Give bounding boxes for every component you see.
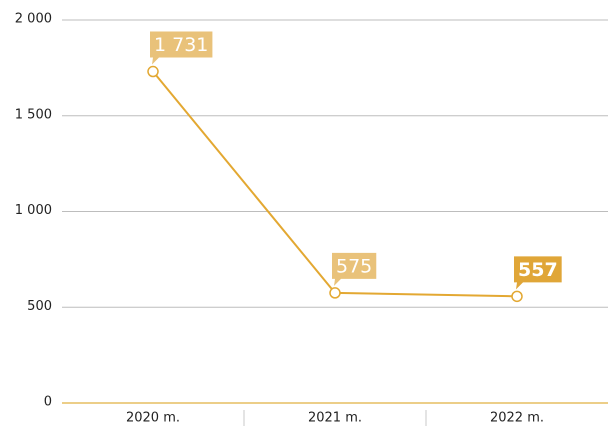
- point: [511, 290, 523, 303]
- label-box: [332, 252, 377, 286]
- x-tick-label: 2022 m.: [490, 411, 544, 426]
- y-tick-label: 2 000: [15, 12, 52, 27]
- x-tick-label: 2021 m.: [308, 411, 362, 426]
- x-tick-label: 2020 m.: [126, 411, 180, 426]
- point: [329, 287, 341, 299]
- label-box: [150, 31, 213, 65]
- value-label: 557: [518, 259, 558, 281]
- value-label: 575: [336, 255, 372, 277]
- y-tick-label: 1 500: [15, 107, 52, 122]
- value-label: 1 731: [154, 34, 208, 56]
- y-tick-label: 500: [27, 299, 52, 314]
- label-box: [514, 256, 562, 290]
- y-tick-label: 1 000: [15, 203, 52, 218]
- y-tick-label: 0: [44, 395, 52, 410]
- point: [147, 65, 159, 78]
